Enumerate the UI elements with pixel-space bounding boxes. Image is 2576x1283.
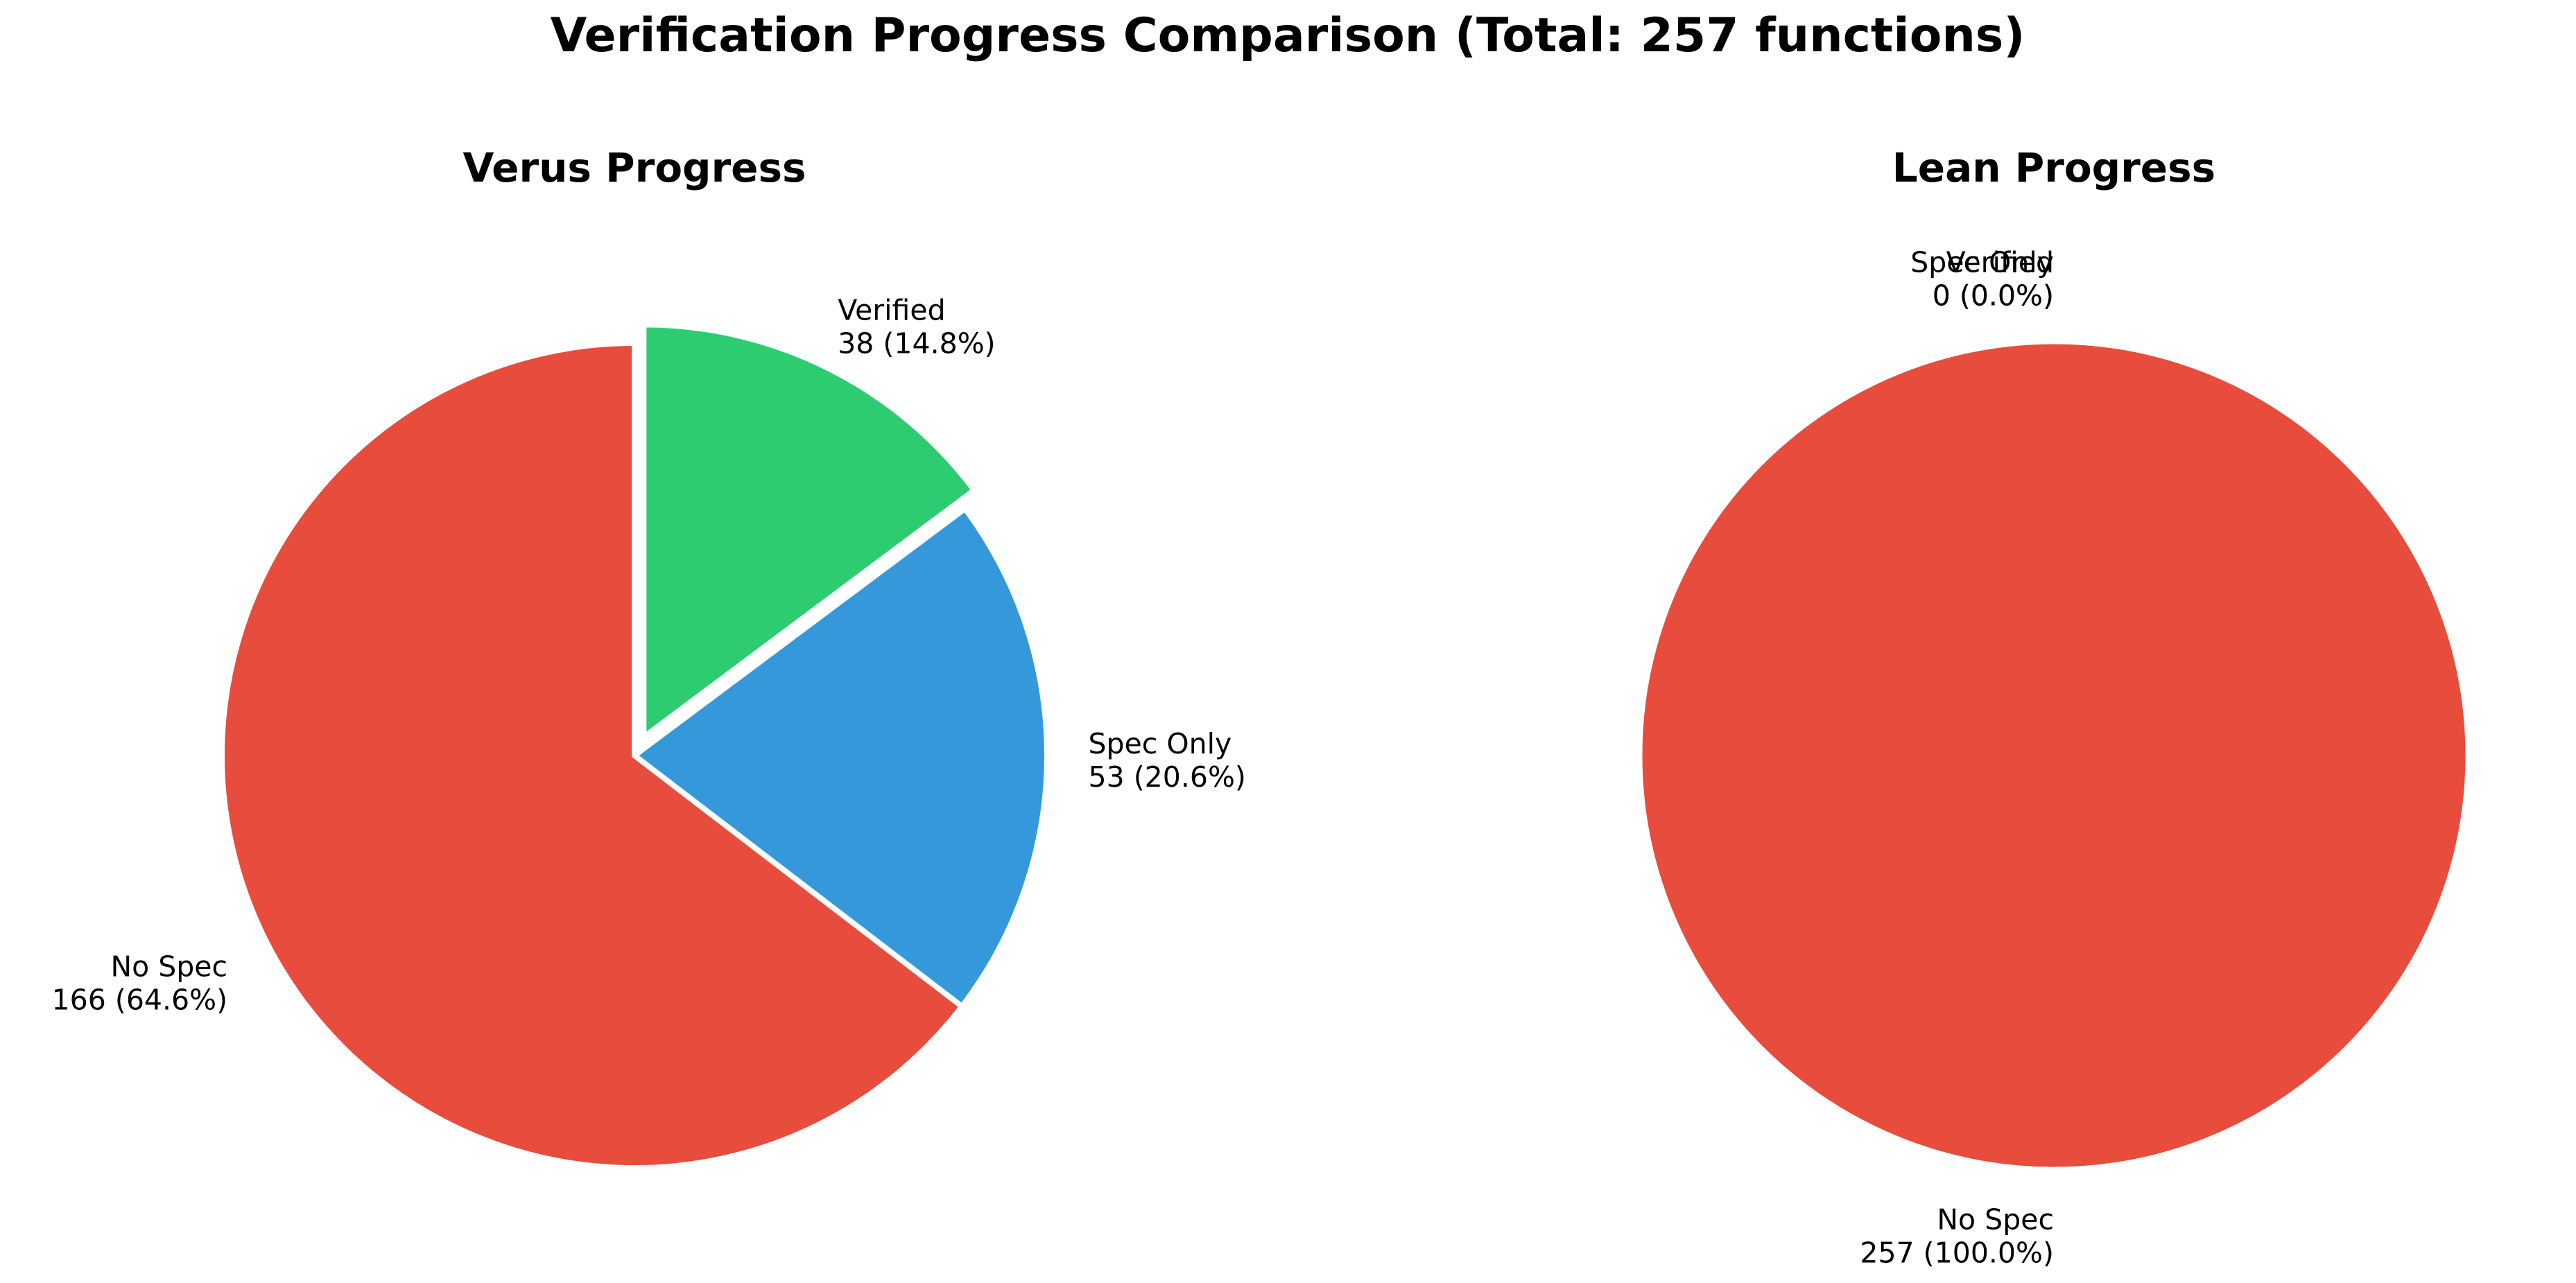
lean-labels: Verified 0 (0.0%)Spec Only 0 (0.0%) No Spec… [1860,245,2054,1269]
verus-label-name: No Spec [110,950,227,983]
verus-label-spec-only: Spec Only 53 (20.6%) [1088,727,1245,794]
lean-label-no-spec: No Spec 257 (100.0%) [1860,1203,2054,1269]
verus-label-value: 53 (20.6%) [1088,760,1245,794]
lean-chart-title: Lean Progress [1892,144,2215,191]
verus-labels: Verified 38 (14.8%) Spec Only 53 (20.6%) No … [52,294,1246,1017]
figure-title: Verification Progress Comparison (Total:… [551,8,2025,63]
verus-slice-spec-only [630,505,1050,1011]
lean-label-name: No Spec [1937,1203,2054,1236]
lean-label-value: 0 (0.0%) [1933,279,2054,312]
verus-chart-title: Verus Progress [463,144,806,191]
lean-slice-no-spec [1640,342,2468,1169]
verus-label-value: 38 (14.8%) [838,327,995,360]
verus-label-name: Verified [838,294,945,327]
verus-slice-verified [641,322,978,743]
lean-label-verified: Verified 0 (0.0%) [1933,245,2054,312]
lean-label-value: 257 (100.0%) [1860,1236,2054,1269]
lean-label-name: Verified [1946,245,2054,279]
verus-label-value: 166 (64.6%) [52,983,228,1016]
lean-label-name: Spec Only [1910,245,2054,279]
lean-slices [1640,342,2468,1169]
verus-label-verified: Verified 38 (14.8%) [838,294,995,360]
lean-pie-chart: Lean Progress Verified 0 (0.0%)Spec Only 0… [1640,144,2468,1269]
verus-pie-chart: Verus Progress Verified 38 (14.8%) Spec On… [52,144,1246,1171]
verus-label-name: Spec Only [1088,727,1231,760]
lean-label-value: 0 (0.0%) [1933,279,2054,312]
verus-slices [219,322,1050,1171]
verus-slice-no-spec [219,340,966,1171]
lean-label-spec-only: Spec Only 0 (0.0%) [1910,245,2054,312]
verus-label-no-spec: No Spec 166 (64.6%) [52,950,228,1016]
